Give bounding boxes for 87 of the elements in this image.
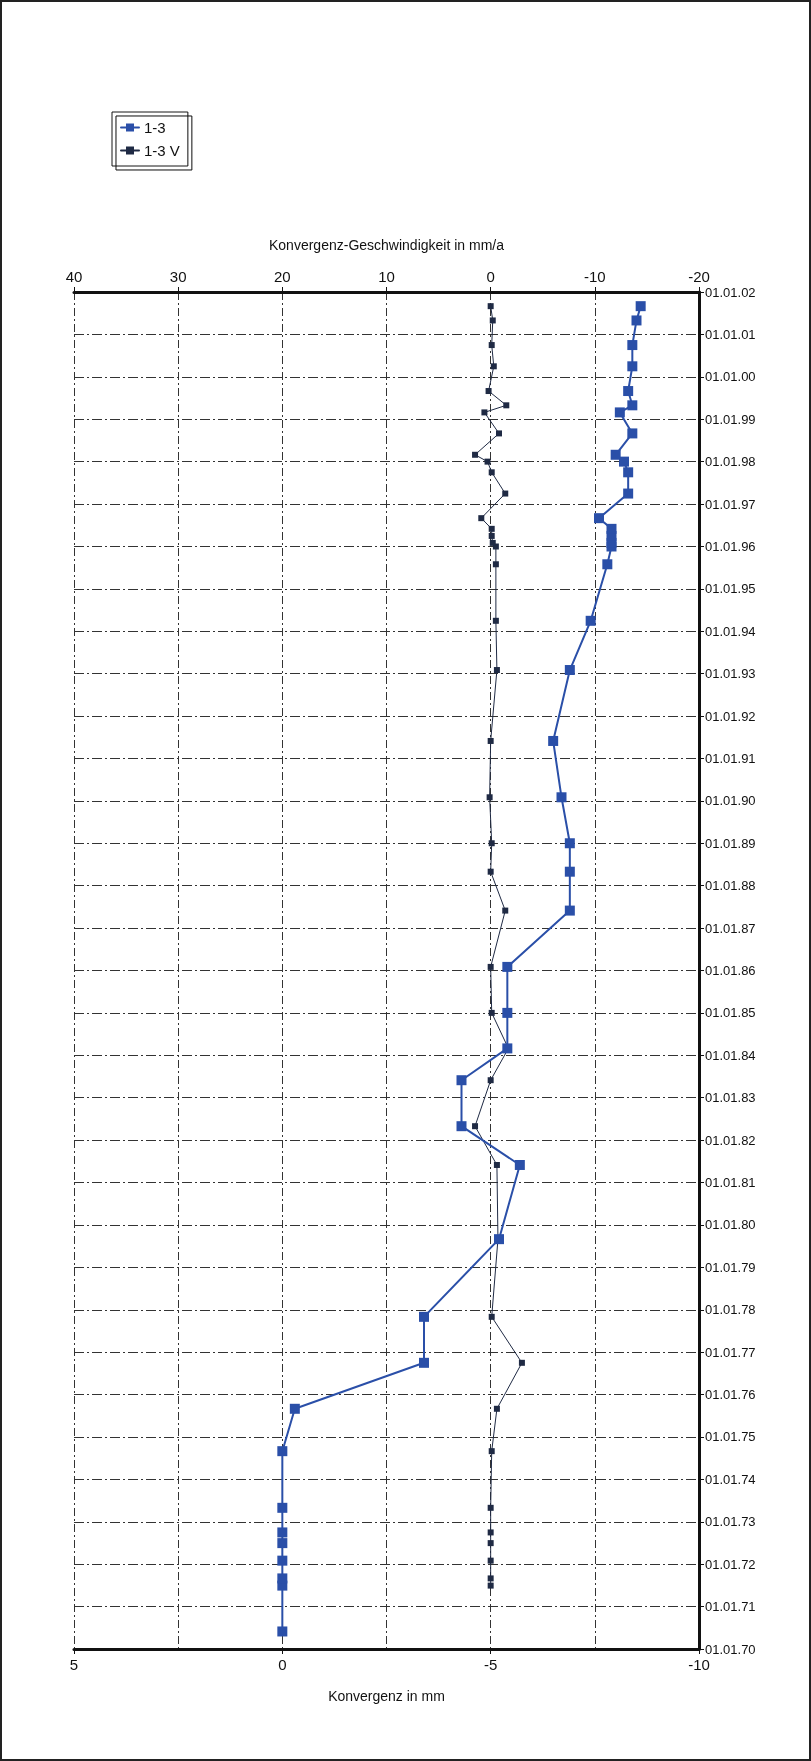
x-tick-label: -5 [483,1656,498,1673]
point [487,1077,494,1084]
point [492,617,499,624]
point [488,342,495,349]
y-tick-label: 01.01.78 [705,1302,756,1318]
y-tick-label: 01.01.76 [705,1387,756,1403]
point [485,388,492,395]
point [484,458,491,465]
point [496,430,502,437]
y-tick-label: 01.01.93 [705,666,756,682]
y-tick-label: 01.01.92 [705,708,756,724]
point [502,490,509,497]
y-tick-label: 01.01.79 [705,1259,756,1275]
y-tick-label: 01.01.01 [705,326,756,342]
point [488,532,495,539]
x-tick-label: 0 [278,1656,287,1673]
x2-tick-label: 40 [65,268,83,285]
y-tick-label: 01.01.72 [705,1556,756,1572]
y-tick-label: 01.01.97 [705,496,756,512]
y-tick-label: 01.01.85 [705,1005,756,1021]
y-tick-label: 01.01.91 [705,751,756,766]
y-tick-label: 01.01.75 [705,1429,756,1445]
x-axis-title: Konvergenz in mm [328,1688,445,1704]
point [472,1123,479,1130]
x2-tick-label: -10 [583,268,606,285]
point [503,402,510,409]
legend-label: 1-3 [144,119,166,136]
x2-tick-label: 20 [273,268,291,285]
point [486,794,493,801]
point [487,737,494,744]
point [492,561,499,568]
x-tick-label: 5 [69,1656,79,1673]
y-tick-label: 01.01.90 [705,793,756,809]
x-tick-label: -10 [688,1656,710,1673]
legend-label: 1-3 V [144,142,180,159]
y-tick-label: 01.01.88 [705,878,756,894]
y-tick-label: 01.01.99 [705,411,756,427]
point [489,539,496,546]
y-tick-label: 01.01.70 [705,1641,756,1657]
y-tick-label: 01.01.00 [705,369,756,385]
point [489,317,496,324]
point [481,409,488,416]
y-tick-label: 01.01.74 [705,1471,756,1487]
y-tick-label: 01.01.73 [705,1514,756,1530]
y-tick-label: 01.01.87 [705,920,756,936]
point [518,1359,525,1366]
point [472,451,479,458]
y-tick-label: 01.01.89 [705,835,756,851]
x2-tick-label: 0 [486,268,495,285]
point [488,469,495,476]
x2-tick-label: 10 [378,268,395,285]
y-tick-label: 01.01.80 [705,1217,756,1233]
y-tick-label: 01.01.82 [705,1132,756,1148]
point [478,515,485,522]
y-tick-label: 01.01.98 [705,454,756,470]
y-tick-label: 01.01.94 [705,623,756,639]
point [487,303,494,310]
y-tick-label: 01.01.71 [705,1599,756,1615]
point [490,363,497,370]
y-tick-label: 01.01.86 [705,963,756,978]
point [493,667,500,674]
point [488,1448,495,1455]
y-tick-label: 01.01.95 [705,581,756,597]
point [487,1504,494,1511]
x2-tick-label: 30 [169,268,187,285]
point [487,1557,494,1564]
point [487,963,494,970]
y-tick-label: 01.01.83 [705,1090,756,1106]
point [488,840,495,847]
y-tick-label: 01.01.81 [705,1175,756,1190]
point [488,1313,495,1320]
point [487,1540,494,1547]
point [487,1575,494,1582]
x2-tick-label: -20 [688,268,710,285]
point [487,868,494,875]
point [493,1405,500,1412]
point [487,1582,494,1589]
y-tick-label: 01.01.84 [705,1047,756,1063]
y-tick-label: 01.01.02 [705,284,756,300]
y-tick-label: 01.01.77 [705,1344,756,1360]
x2-axis-title: Konvergenz-Geschwindigkeit in mm/a [269,237,505,253]
point [488,1009,495,1016]
y-tick-label: 01.01.96 [705,539,756,554]
point [488,525,495,532]
point [493,1161,500,1168]
point [502,907,509,914]
point [487,1529,494,1536]
